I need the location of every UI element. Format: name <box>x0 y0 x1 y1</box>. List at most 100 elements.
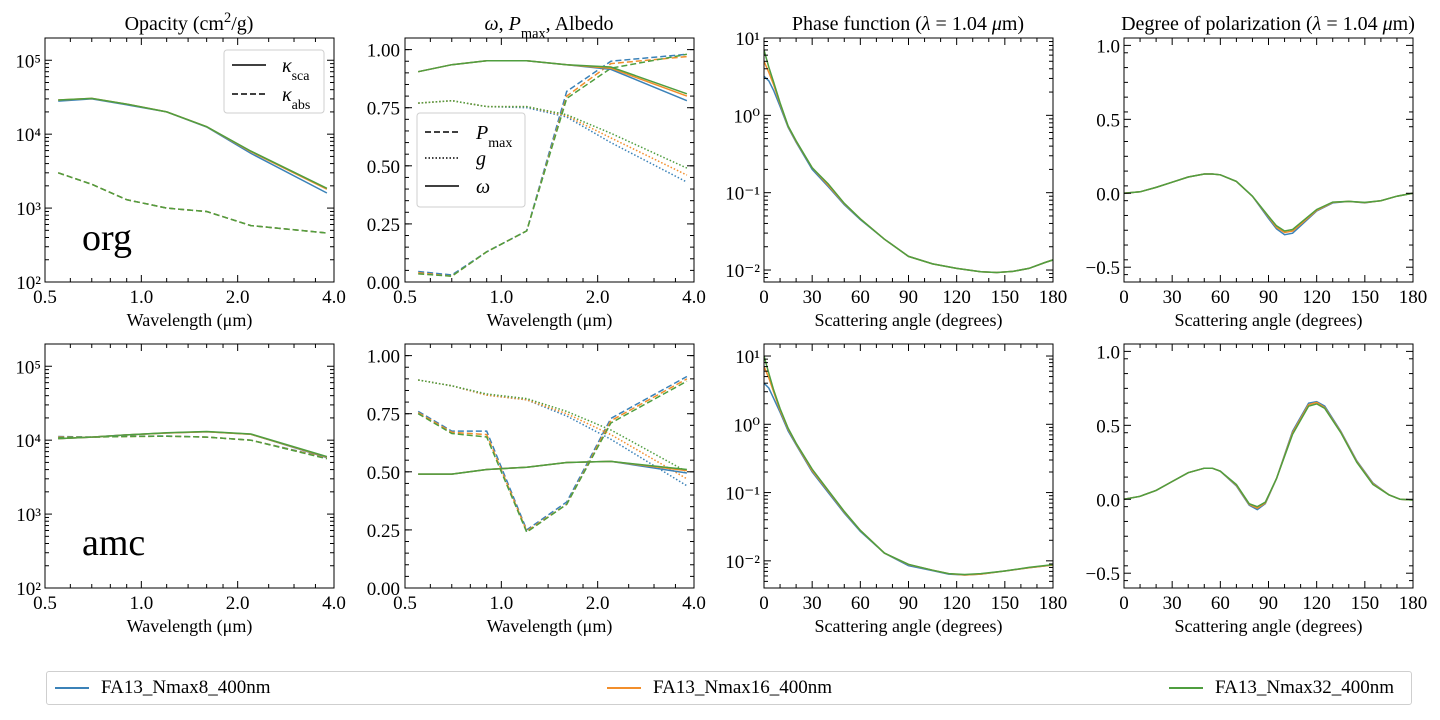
series-line-κ_abs-2 <box>57 172 327 234</box>
x-tick-label: 120 <box>1302 593 1331 614</box>
y-tick-label: 10⁰ <box>733 106 760 127</box>
x-tick-label: 150 <box>1351 287 1380 308</box>
series-line-ω-0 <box>418 460 688 475</box>
x-tick-label: 120 <box>942 287 971 308</box>
y-tick-label: 10³ <box>16 199 41 220</box>
series-group <box>764 49 1053 274</box>
x-tick-label: 150 <box>1351 593 1380 614</box>
x-tick-label: 180 <box>1039 593 1068 614</box>
x-tick-label: 30 <box>803 593 822 614</box>
series-line-P_max-0 <box>417 375 688 532</box>
legend-frame <box>416 112 526 208</box>
x-tick-label: 60 <box>1211 593 1230 614</box>
x-tick-label: 180 <box>1399 593 1428 614</box>
x-tick-label: 0 <box>1119 287 1129 308</box>
series-line-2 <box>1124 403 1413 508</box>
y-tick-label: −0.5 <box>1086 258 1120 279</box>
series-line-ω-1 <box>418 60 688 97</box>
row-label-org: org <box>82 217 132 259</box>
x-tick-label: 4.0 <box>322 593 346 614</box>
panel-amc-pol: 0 30 60 90 120 150 180 Scattering angle (degree… <box>1086 342 1428 637</box>
x-tick-label: 2.0 <box>226 287 250 308</box>
y-tick-label: 1.00 <box>367 41 400 62</box>
y-tick-label: 0.5 <box>1096 416 1120 437</box>
x-tick-label: 30 <box>1163 593 1182 614</box>
series-line-ω-2 <box>418 460 687 475</box>
series-line-κ_sca-2 <box>58 97 328 189</box>
x-axis-label: Wavelength (μm) <box>127 616 253 637</box>
x-tick-label: 120 <box>942 593 971 614</box>
legend-label-nmax16: FA13_Nmax16_400nm <box>653 677 833 698</box>
panel-amc-omega: 0.5 1.0 2.0 4.0 Wavelength (μm) 0.00 0.25 0.50 0… <box>367 343 706 637</box>
y-tick-label: 0.75 <box>367 99 400 120</box>
series-group <box>418 53 688 277</box>
series-line-2 <box>764 49 1053 274</box>
plot-frame <box>44 37 335 283</box>
series-line-κ_sca-2 <box>58 430 328 458</box>
x-axis-label: Wavelength (μm) <box>487 310 613 331</box>
y-tick-label: 10³ <box>16 505 41 526</box>
plot-frame <box>763 343 1054 589</box>
series-line-g-2 <box>418 99 688 169</box>
y-tick-label: 10² <box>16 579 41 600</box>
y-tick-label: 10⁴ <box>15 125 41 146</box>
x-tick-label: 4.0 <box>682 287 706 308</box>
x-tick-label: 4.0 <box>682 593 706 614</box>
series-line-g-0 <box>418 379 688 487</box>
x-tick-label: 1.0 <box>489 287 513 308</box>
series-line-κ_abs-0 <box>58 435 328 459</box>
y-tick-label: 0.00 <box>367 579 400 600</box>
x-tick-label: 150 <box>991 287 1020 308</box>
x-tick-label: 60 <box>851 593 870 614</box>
series-group <box>1124 173 1413 236</box>
series-line-g-0 <box>418 99 688 183</box>
y-tick-label: 10⁻² <box>725 552 760 573</box>
legend-item-nmax16: FA13_Nmax16_400nm <box>607 672 832 704</box>
x-tick-label: 180 <box>1399 287 1428 308</box>
y-tick-label: 10¹ <box>735 29 760 50</box>
plot-frame <box>1123 37 1414 283</box>
x-tick-label: 0 <box>759 287 769 308</box>
series-line-1 <box>764 366 1053 576</box>
panel-org-pol: 0 30 60 90 120 150 180 Scattering angle (degree… <box>1086 36 1428 331</box>
series-line-2 <box>764 355 1053 576</box>
plot-frame <box>404 343 695 589</box>
legend-g: g <box>476 148 486 170</box>
series-group <box>417 375 688 534</box>
title-pol: Degree of polarization (λ = 1.04 μm) <box>1121 13 1415 35</box>
title-omega: ω, Pmax, Albedo <box>485 13 614 42</box>
y-tick-label: 0.75 <box>367 405 400 426</box>
x-axis-label: Scattering angle (degrees) <box>815 310 1003 331</box>
y-tick-label: 0.0 <box>1096 184 1120 205</box>
x-tick-label: 90 <box>1259 287 1278 308</box>
series-line-0 <box>1124 400 1413 511</box>
series-line-ω-2 <box>418 60 688 95</box>
x-tick-label: 60 <box>1211 287 1230 308</box>
x-tick-label: 30 <box>803 287 822 308</box>
x-axis-label: Wavelength (μm) <box>487 616 613 637</box>
y-tick-label: 10⁻¹ <box>725 184 760 205</box>
series-line-P_max-2 <box>418 53 688 277</box>
legend-item-nmax8: FA13_Nmax8_400nm <box>55 672 271 704</box>
x-tick-label: 180 <box>1039 287 1068 308</box>
series-group <box>57 97 328 234</box>
series-line-ω-1 <box>418 460 687 475</box>
x-tick-label: 2.0 <box>586 287 610 308</box>
y-tick-label: 0.00 <box>367 273 400 294</box>
figure-legend: FA13_Nmax8_400nm FA13_Nmax16_400nm FA13_… <box>46 671 1412 705</box>
x-tick-label: 0 <box>759 593 769 614</box>
title-opacity: Opacity (cm2/g) <box>125 10 254 35</box>
series-line-P_max-1 <box>417 378 688 533</box>
legend-item-nmax32: FA13_Nmax32_400nm <box>1169 672 1394 704</box>
plot-frame <box>44 343 335 589</box>
x-axis-label: Scattering angle (degrees) <box>1175 310 1363 331</box>
x-tick-label: 2.0 <box>226 593 250 614</box>
y-tick-label: 0.50 <box>367 157 400 178</box>
row-label-amc: amc <box>82 522 145 564</box>
series-line-0 <box>764 382 1053 576</box>
series-group <box>58 430 328 460</box>
x-axis-label: Wavelength (μm) <box>127 310 253 331</box>
series-group <box>1124 400 1413 511</box>
